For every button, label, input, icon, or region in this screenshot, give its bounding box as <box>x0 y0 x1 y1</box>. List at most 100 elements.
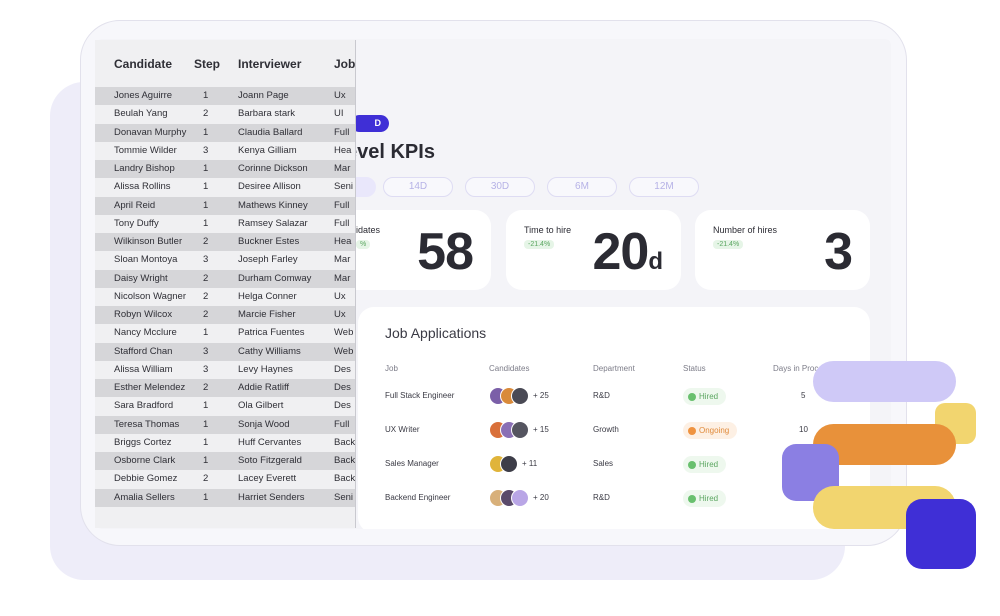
step-number: 1 <box>203 327 209 339</box>
table-row[interactable]: Wilkinson Butler 2 Buckner Estes Hea <box>95 233 355 252</box>
job-title[interactable]: Backend Engineer <box>385 493 451 502</box>
candidate-name: Amalia Sellers <box>114 491 175 503</box>
job-abbrev: Web <box>334 345 354 357</box>
job-abbrev: Web <box>334 327 354 339</box>
job-title[interactable]: UX Writer <box>385 425 420 434</box>
job-title[interactable]: Full Stack Engineer <box>385 391 455 400</box>
table-row[interactable]: Tony Duffy 1 Ramsey Salazar Full <box>95 215 355 233</box>
kpi-card-time-to-hire: Time to hire -21.4% 20d <box>506 210 681 290</box>
job-abbrev: Back <box>334 473 356 485</box>
candidate-name: Esther Melendez <box>114 382 186 393</box>
column-header-interviewer[interactable]: Interviewer <box>238 57 302 71</box>
interviewer-name: Buckner Estes <box>238 236 300 247</box>
department: R&D <box>593 391 610 400</box>
step-number: 3 <box>203 254 209 266</box>
column-header-job: Job <box>385 364 398 373</box>
step-number: 1 <box>203 418 209 430</box>
table-row[interactable]: Tommie Wilder 3 Kenya Gilliam Hea <box>95 142 355 160</box>
candidate-name: April Reid <box>114 199 156 211</box>
interviewer-name: Levy Haynes <box>238 363 293 375</box>
column-header-step[interactable]: Step <box>194 57 221 71</box>
interviewer-name: Sonja Wood <box>238 418 290 430</box>
candidate-name: Beulah Yang <box>114 108 168 120</box>
candidate-name: Stafford Chan <box>114 345 173 357</box>
kpi-card-number-of-hires: Number of hires -21.4% 3 <box>695 210 870 290</box>
job-abbrev: Mar <box>334 272 351 284</box>
step-number: 2 <box>203 272 209 284</box>
interviewer-name: Mathews Kinney <box>238 199 308 211</box>
table-row[interactable]: Donavan Murphy 1 Claudia Ballard Full <box>95 123 355 142</box>
range-button-12m[interactable]: 12M <box>629 177 699 197</box>
candidate-count: + 25 <box>533 391 549 400</box>
table-row[interactable]: Stafford Chan 3 Cathy Williams Web <box>95 342 355 361</box>
step-number: 2 <box>203 108 209 120</box>
interviewer-name: Corinne Dickson <box>238 163 308 174</box>
range-button-14d[interactable]: 14D <box>383 177 453 197</box>
column-header-candidates: Candidates <box>489 364 530 373</box>
step-number: 1 <box>203 455 209 466</box>
column-header-job[interactable]: Job <box>334 57 356 71</box>
dashboard-screen: D evel KPIs 14D 30D 6M 12M idates % 58 T… <box>96 39 891 529</box>
status-badge: Hired <box>683 490 727 507</box>
interviewer-name: Joann Page <box>238 90 289 101</box>
kpi-heading: evel KPIs <box>346 141 435 163</box>
table-row[interactable]: Amalia Sellers 1 Harriet Senders Seni <box>95 488 355 507</box>
candidate-name: Briggs Cortez <box>114 436 172 448</box>
interviewer-name: Patrica Fuentes <box>238 327 305 339</box>
days-in-process: 10 <box>799 425 808 434</box>
job-abbrev: Seni <box>334 491 354 503</box>
interviewer-name: Durham Comway <box>238 272 312 284</box>
step-number: 2 <box>203 236 209 247</box>
candidate-name: Daisy Wright <box>114 272 168 284</box>
avatar <box>511 421 529 439</box>
table-row[interactable]: Nicolson Wagner 2 Helga Conner Ux <box>95 288 355 306</box>
table-row[interactable]: Landry Bishop 1 Corinne Dickson Mar <box>95 160 355 179</box>
step-number: 1 <box>203 126 209 138</box>
table-row[interactable]: Nancy Mcclure 1 Patrica Fuentes Web <box>95 324 355 342</box>
step-number: 1 <box>203 199 209 211</box>
job-abbrev: Mar <box>334 163 351 174</box>
range-button-30d[interactable]: 30D <box>465 177 535 197</box>
candidate-name: Sloan Montoya <box>114 254 178 266</box>
interviewer-name: Soto Fitzgerald <box>238 455 302 466</box>
table-row[interactable]: Jones Aguirre 1 Joann Page Ux <box>95 87 355 106</box>
status-dot <box>688 494 696 503</box>
table-row[interactable]: Sloan Montoya 3 Joseph Farley Mar <box>95 251 355 269</box>
job-title[interactable]: Sales Manager <box>385 459 439 468</box>
table-row[interactable]: Alissa William 3 Levy Haynes Des <box>95 361 355 379</box>
table-row[interactable]: Debbie Gomez 2 Lacey Everett Back <box>95 470 356 488</box>
status-badge: Ongoing <box>683 422 738 439</box>
job-abbrev: Full <box>334 217 350 229</box>
table-row[interactable]: Beulah Yang 2 Barbara stark UI <box>95 105 355 123</box>
range-button-6m[interactable]: 6M <box>547 177 617 197</box>
table-row[interactable]: Briggs Cortez 1 Huff Cervantes Back <box>95 434 355 452</box>
interviewer-name: Joseph Farley <box>238 254 298 266</box>
candidate-name: Alissa William <box>114 363 173 375</box>
job-abbrev: UI <box>334 108 344 120</box>
table-row[interactable]: Teresa Thomas 1 Sonja Wood Full <box>95 415 355 434</box>
column-header-days: Days in Process <box>773 364 831 373</box>
avatar <box>511 387 529 405</box>
step-number: 1 <box>203 181 209 193</box>
interviewer-name: Lacey Everett <box>238 473 297 485</box>
step-number: 2 <box>203 473 209 485</box>
table-row[interactable]: Daisy Wright 2 Durham Comway Mar <box>95 269 355 288</box>
status-dot <box>688 426 696 435</box>
step-number: 2 <box>203 309 209 320</box>
table-row[interactable]: Robyn Wilcox 2 Marcie Fisher Ux <box>95 306 355 325</box>
table-row[interactable]: Sara Bradford 1 Ola Gilbert Des <box>95 397 355 415</box>
table-row[interactable]: April Reid 1 Mathews Kinney Full <box>95 196 355 215</box>
job-abbrev: Hea <box>334 144 352 156</box>
job-abbrev: Seni <box>334 181 354 193</box>
column-header-candidate[interactable]: Candidate <box>114 57 173 71</box>
period-badge: D <box>351 115 389 132</box>
kpi-unit: d <box>648 248 663 275</box>
table-row[interactable]: Esther Melendez 2 Addie Ratliff Des <box>95 379 355 398</box>
table-row[interactable]: Alissa Rollins 1 Desiree Allison Seni <box>95 178 355 196</box>
step-number: 1 <box>203 90 209 101</box>
table-row[interactable]: Osborne Clark 1 Soto Fitzgerald Back <box>95 452 355 471</box>
candidate-name: Nancy Mcclure <box>114 327 177 339</box>
step-number: 3 <box>203 363 209 375</box>
job-abbrev: Hea <box>334 236 352 247</box>
step-number: 3 <box>203 345 209 357</box>
